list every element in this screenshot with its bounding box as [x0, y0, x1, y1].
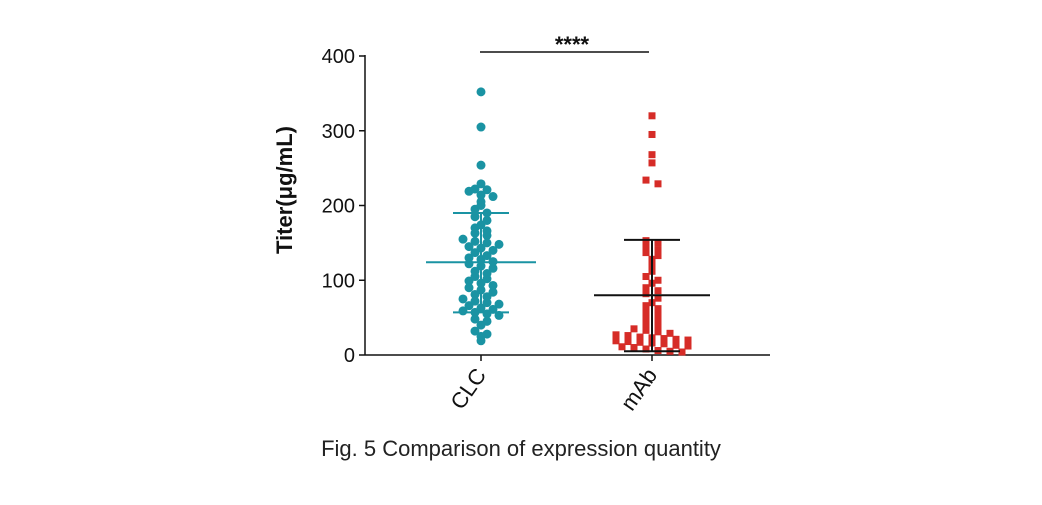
data-point — [470, 212, 480, 222]
data-point — [482, 251, 492, 261]
data-point — [482, 226, 492, 236]
data-point — [488, 192, 498, 202]
data-point — [470, 296, 480, 306]
data-point — [476, 160, 486, 170]
data-point — [470, 236, 480, 246]
data-point — [488, 280, 498, 290]
data-point — [672, 335, 680, 343]
data-point — [684, 336, 692, 344]
data-point — [654, 328, 662, 336]
data-point — [654, 323, 662, 331]
data-point — [494, 299, 504, 309]
data-point — [654, 252, 662, 260]
y-tick-label: 0 — [344, 345, 355, 367]
error-bars — [426, 211, 710, 353]
data-point — [648, 151, 656, 159]
data-point — [654, 294, 662, 302]
data-point — [654, 239, 662, 247]
data-point — [464, 283, 474, 293]
data-point — [642, 314, 650, 322]
data-point — [482, 316, 492, 326]
data-point — [672, 341, 680, 349]
data-point — [642, 249, 650, 257]
data-point — [612, 331, 620, 339]
data-point — [642, 290, 650, 298]
data-point — [654, 317, 662, 325]
data-point — [654, 276, 662, 284]
data-point — [642, 326, 650, 334]
data-point — [642, 176, 650, 184]
x-tick-label: CLC — [445, 363, 491, 413]
data-point — [684, 342, 692, 350]
data-point — [666, 329, 674, 337]
data-point — [642, 273, 650, 281]
y-tick-label: 400 — [322, 46, 355, 68]
axes: 0 100 200 300 400 CLC mAb — [322, 46, 770, 415]
data-point — [488, 263, 498, 273]
data-point — [648, 112, 656, 120]
figure-caption: Fig. 5 Comparison of expression quantity — [321, 436, 721, 461]
data-point — [482, 185, 492, 195]
data-point — [488, 287, 498, 297]
significance-label: **** — [555, 32, 590, 57]
y-axis-label: Titer(μg/mL) — [272, 126, 297, 254]
data-point — [624, 338, 632, 346]
data-point — [660, 340, 668, 348]
data-point — [624, 332, 632, 340]
x-tick-label: mAb — [616, 364, 662, 415]
data-point — [458, 234, 468, 244]
data-point — [618, 343, 626, 351]
data-point — [630, 344, 638, 352]
data-point — [642, 302, 650, 310]
data-point — [482, 215, 492, 225]
data-point — [458, 294, 468, 304]
data-point — [482, 329, 492, 339]
data-point — [470, 326, 480, 336]
data-point — [476, 122, 486, 132]
data-point — [654, 305, 662, 313]
data-points — [458, 87, 692, 356]
data-point — [648, 130, 656, 138]
data-point — [488, 245, 498, 255]
y-tick-label: 300 — [322, 121, 355, 143]
data-point — [470, 266, 480, 276]
data-point — [464, 242, 474, 252]
y-tick-label: 100 — [322, 270, 355, 292]
data-point — [648, 159, 656, 167]
data-point — [612, 337, 620, 345]
data-point — [642, 243, 650, 251]
data-point — [476, 190, 486, 200]
data-point — [482, 238, 492, 248]
data-point — [482, 269, 492, 279]
data-point — [476, 87, 486, 97]
data-point — [642, 320, 650, 328]
data-point — [660, 335, 668, 343]
data-point — [642, 284, 650, 292]
data-point — [642, 345, 650, 353]
data-point — [630, 325, 638, 333]
data-point — [654, 246, 662, 254]
data-point — [470, 184, 480, 194]
data-point — [654, 287, 662, 295]
data-point — [636, 333, 644, 341]
data-point — [654, 311, 662, 319]
scatter-chart: 0 100 200 300 400 CLC mAb Titer(μg/mL) **** — [272, 32, 770, 415]
data-point — [494, 239, 504, 249]
data-point — [476, 179, 486, 189]
data-point — [476, 197, 486, 207]
data-point — [636, 338, 644, 346]
data-point — [654, 180, 662, 188]
data-point — [470, 314, 480, 324]
data-point — [642, 308, 650, 316]
data-point — [464, 253, 474, 263]
y-tick-label: 200 — [322, 196, 355, 218]
data-point — [678, 348, 686, 356]
